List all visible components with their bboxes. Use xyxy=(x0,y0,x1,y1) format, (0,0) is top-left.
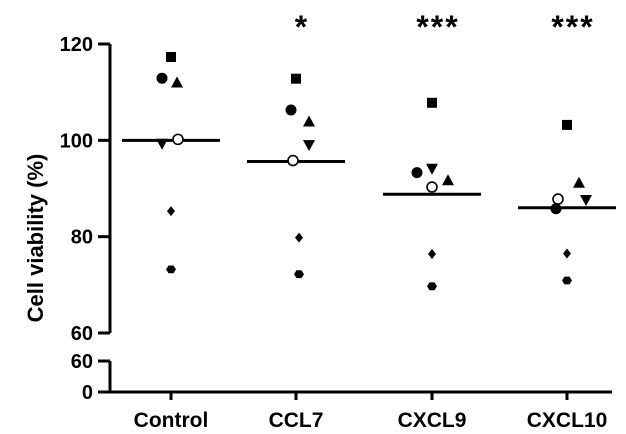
significance-label: *** xyxy=(416,9,459,45)
hexagon-marker xyxy=(427,282,437,291)
category-label: CCL7 xyxy=(269,409,324,432)
triangle-down-marker xyxy=(156,138,168,150)
data-points xyxy=(156,52,592,291)
y-tick-label: 120 xyxy=(60,34,93,56)
triangle-up-marker xyxy=(303,115,315,127)
y-tick-label: 0 xyxy=(82,382,93,404)
y-ticks: 60 80 100 120 0 60 xyxy=(60,34,110,404)
circle-marker xyxy=(411,167,423,179)
mean-lines xyxy=(122,138,616,210)
hexagon-marker xyxy=(166,265,176,274)
square-marker xyxy=(427,97,437,108)
triangle-down-marker xyxy=(580,195,592,207)
open-circle-marker xyxy=(287,154,299,167)
y-tick-label: 60 xyxy=(71,323,93,345)
diamond-marker xyxy=(167,206,175,217)
hexagon-marker xyxy=(562,276,572,285)
y-tick-label: 100 xyxy=(60,130,93,152)
hexagon-marker xyxy=(294,270,304,279)
diamond-marker xyxy=(563,248,571,259)
y-tick-label: 60 xyxy=(71,351,93,373)
category-label: CXCL9 xyxy=(398,409,467,432)
category-label: CXCL10 xyxy=(527,409,608,432)
open-circle-marker xyxy=(172,133,184,146)
y-axis-title: Cell viability (%) xyxy=(23,154,48,323)
square-marker xyxy=(291,73,301,84)
circle-marker xyxy=(156,72,168,84)
significance-label: *** xyxy=(551,9,594,45)
category-label: Control xyxy=(134,409,209,432)
triangle-up-marker xyxy=(171,76,183,88)
axes xyxy=(108,44,612,400)
triangle-up-marker xyxy=(573,176,585,188)
x-category-labels: Control CCL7 CXCL9 CXCL10 xyxy=(134,409,608,432)
significance-markers: * *** *** xyxy=(295,9,594,45)
y-tick-label: 80 xyxy=(71,227,93,249)
square-marker xyxy=(562,119,572,130)
open-circle-marker xyxy=(426,181,438,193)
circle-marker xyxy=(285,104,297,116)
significance-label: * xyxy=(295,9,309,45)
circle-marker xyxy=(550,203,562,215)
triangle-down-marker xyxy=(303,140,315,152)
diamond-marker xyxy=(428,249,436,260)
triangle-up-marker xyxy=(442,174,454,186)
triangle-down-marker xyxy=(426,163,438,175)
diamond-marker xyxy=(295,232,303,243)
open-circle-marker xyxy=(552,193,564,205)
square-marker xyxy=(166,52,176,63)
